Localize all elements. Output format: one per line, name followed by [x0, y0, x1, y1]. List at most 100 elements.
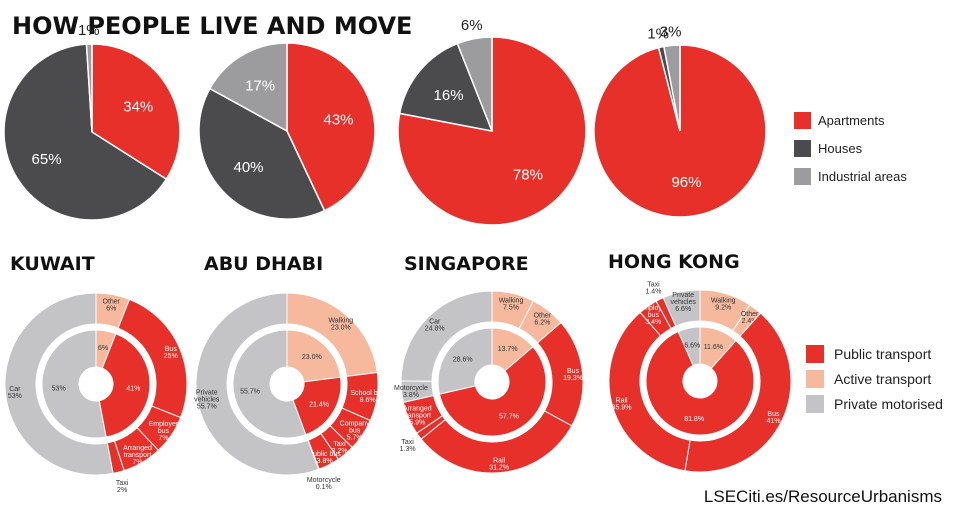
legends: Apartments Houses Industrial areas Public t… — [794, 112, 943, 413]
slice-industrial-areas — [456, 36, 493, 132]
housing-pie-abu-dhabi: 43% 40% 17% ABU DHABI — [198, 42, 376, 275]
outer-label-bus: Bus 41% — [766, 411, 780, 425]
outer-label-company-bus: Company bus 5.7% — [340, 420, 370, 441]
outer-label-other: Other 6.2% — [534, 312, 552, 326]
inner-label-active-transport: 23.0% — [302, 354, 322, 361]
slice-apartments — [286, 42, 376, 212]
inner-segment-private-motorised — [232, 329, 307, 439]
slice-label-industrial-areas: 17% — [245, 78, 275, 95]
transport-donut-abu-dhabi: Walking 23.0% School bus 8.6% Company bus 5.7%… — [194, 292, 385, 491]
inner-label-active-transport: 13.7% — [498, 346, 518, 353]
legend-label-private-motorised: Private motorised — [834, 396, 943, 412]
legend-swatch — [794, 140, 811, 157]
transport-donuts: Other 6% Bus 25% Employer bus 7% Arranged transp… — [4, 281, 792, 494]
outer-label-walking: Walking 23.0% — [329, 317, 354, 331]
page-title: HOW PEOPLE LIVE AND MOVE — [12, 12, 412, 40]
transport-donut-kuwait: Other 6% Bus 25% Employer bus 7% Arranged transp… — [4, 292, 188, 494]
legend-label-public-transport: Public transport — [834, 346, 931, 362]
outer-label-motorcycle: Motorcycle 0.1% — [307, 477, 341, 491]
transport-donut-singapore: Walking 7.5% Other 6.2% Bus 19.3% Rail 31.2% Tax… — [394, 290, 584, 474]
legend-swatch — [794, 168, 811, 185]
slice-label-apartments: 96% — [671, 174, 701, 191]
outer-label-car: Car 53% — [8, 386, 22, 400]
outer-label-taxi: Taxi 2% — [116, 480, 129, 494]
inner-label-public-transport: 21.4% — [309, 401, 329, 408]
city-name: SINGAPORE — [404, 253, 529, 275]
outer-label-walking: Walking 9.2% — [711, 297, 736, 311]
housing-pie-singapore: 78% 16% 6% SINGAPORE — [397, 17, 587, 275]
slice-industrial-areas — [663, 44, 681, 132]
outer-label-other: Other 2.4% — [741, 311, 759, 325]
outer-segment-private-vehicles — [195, 292, 320, 476]
legend-label-active-transport: Active transport — [834, 371, 931, 387]
city-name: ABU DHABI — [204, 253, 323, 275]
inner-label-public-transport: 81.8% — [684, 416, 704, 423]
legend-swatch — [806, 395, 824, 413]
slice-houses — [3, 43, 168, 221]
outer-label-public-bus: Public bus 3.8% — [308, 451, 341, 465]
slice-label-apartments: 34% — [123, 99, 153, 116]
legend-swatch — [806, 370, 824, 388]
outer-label-private-vehicles: Private vehicles 55.7% — [194, 389, 220, 410]
legend-label-apartments: Apartments — [818, 113, 885, 128]
outer-label-taxi: Taxi 1.4% — [645, 281, 661, 295]
outer-segment-car — [4, 292, 114, 476]
legend-swatch — [806, 345, 824, 363]
legend-label-houses: Houses — [818, 141, 863, 156]
inner-label-private-motorised: 28.6% — [453, 357, 473, 364]
outer-label-bus: Bus 19.3% — [563, 368, 583, 382]
inner-segment-public-transport — [645, 330, 755, 436]
inner-segment-private-motorised — [437, 327, 493, 395]
outer-segment-car — [400, 290, 493, 382]
housing-legend: Apartments Houses Industrial areas — [794, 112, 907, 185]
legend-swatch — [794, 112, 811, 129]
slice-label-houses: 1% — [647, 25, 669, 42]
slice-houses — [198, 87, 326, 220]
outer-label-car: Car 24.8% — [425, 319, 445, 333]
slice-industrial-areas — [85, 43, 93, 133]
outer-segment-rail — [608, 311, 691, 472]
inner-segment-public-transport — [438, 346, 547, 437]
outer-label-rail: Rail 35.9% — [612, 398, 632, 412]
outer-label-private-vehicles: Private vehicles 6.6% — [671, 292, 697, 313]
slice-label-apartments: 43% — [324, 111, 354, 128]
outer-label-bus: Bus 25% — [164, 346, 178, 360]
outer-label-motorcycle: Motorcycle 3.8% — [394, 385, 428, 399]
inner-label-private-motorised: 6.6% — [684, 342, 700, 349]
outer-label-walking: Walking 7.5% — [499, 297, 524, 311]
outer-segment-private-vehicles — [662, 289, 701, 327]
inner-label-active-transport: 11.6% — [704, 344, 723, 351]
slice-apartments — [397, 36, 587, 226]
transport-donut-hong-kong: Walking 9.2% Other 2.4% Bus 41% Rail 35.9% Emplo… — [608, 281, 792, 473]
outer-label-rail: Rail 31.2% — [489, 458, 509, 472]
slice-industrial-areas — [208, 42, 288, 133]
housing-pie-hong-kong: 96% 1%3% HONG KONG — [593, 23, 767, 273]
outer-label-employer-bus: Employer bus 3.4% — [639, 305, 669, 326]
source-credit: LSECiti.es/ResourceUrbanisms — [704, 487, 942, 506]
city-name: HONG KONG — [608, 251, 740, 273]
city-name: KUWAIT — [10, 253, 95, 275]
inner-label-private-motorised: 55.7% — [240, 389, 260, 396]
outer-label-arranged-transport: Arranged transport 7% — [123, 445, 152, 466]
slice-label-industrial-areas: 6% — [461, 17, 483, 34]
housing-pies: 34% 65% 1% KUWAIT 43% 40% 17% ABU DHABI 78% 16% 6%… — [3, 17, 767, 275]
outer-label-other: Other 6% — [103, 298, 121, 312]
inner-segment-public-transport — [292, 376, 342, 436]
inner-label-private-motorised: 53% — [52, 386, 66, 393]
slice-label-houses: 40% — [233, 159, 263, 176]
outer-label-taxi: Taxi 1.3% — [400, 439, 416, 453]
outer-label-arranged-transport: Arranged transport 5.9% — [403, 406, 432, 427]
inner-segment-private-motorised — [677, 326, 701, 367]
inner-segment-private-motorised — [41, 329, 107, 439]
transport-legend: Public transport Active transport Private … — [806, 345, 943, 413]
outer-label-school-bus: School bus 8.6% — [350, 390, 385, 404]
slice-label-apartments: 78% — [513, 166, 543, 183]
slice-label-industrial-areas: 1% — [78, 22, 100, 39]
inner-label-public-transport: 57.7% — [499, 413, 519, 420]
slice-houses — [398, 42, 494, 132]
inner-label-active-transport: 6% — [98, 345, 108, 352]
legend-label-industrial-areas: Industrial areas — [818, 169, 907, 184]
outer-segment-bus — [684, 312, 792, 473]
inner-segment-public-transport — [98, 333, 151, 438]
